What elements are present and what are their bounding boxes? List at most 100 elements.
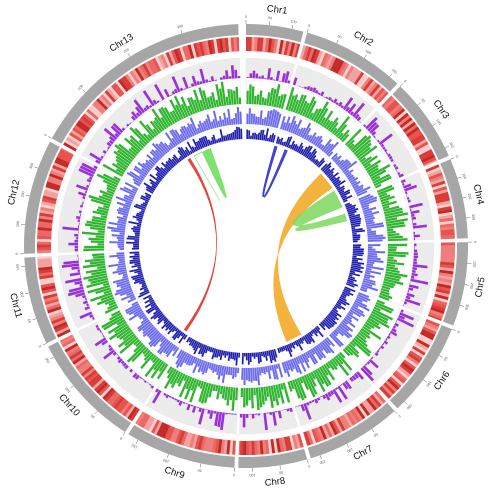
histogram-bar [169,99,182,121]
histogram-bar [169,111,178,123]
ideogram-segment-chr11[interactable] [24,257,57,344]
histogram-bar [129,170,144,181]
histogram-bar [375,138,377,141]
histogram-bar [356,371,364,380]
heatmap-bin [430,177,445,186]
histogram-bar [335,303,346,311]
ideogram-segment-chr2[interactable] [304,32,398,92]
histogram-bar [403,301,408,305]
histogram-bar [373,135,376,139]
heatmap-bin [278,39,284,55]
histogram-bar [217,138,221,143]
tick-label: 50 [279,470,284,475]
histogram-bar [169,94,173,97]
histogram-bar [215,139,219,144]
histogram-bar [205,79,209,83]
histogram-bar [357,331,367,340]
heatmap-bin [439,269,454,275]
ideogram-segment-chr5[interactable] [442,242,468,326]
histogram-bar [150,385,155,389]
histogram-bar [270,133,275,143]
histogram-bar [234,69,238,79]
histogram-bar [355,186,371,195]
histogram-bar [361,282,373,287]
histogram-bar [230,119,234,125]
histogram-bar [390,158,394,163]
ideogram-segment-chr7[interactable] [307,402,395,459]
ideogram-segment-chr13[interactable] [51,24,239,144]
histogram-bar [365,117,378,130]
histogram-bar [90,292,113,302]
heatmap-bin [310,48,318,63]
heatmap-bin [240,440,244,455]
link-chr13-chr13[interactable] [193,147,227,202]
histogram-bar [107,321,127,335]
heatmap-bin [339,62,350,77]
histogram-bar [271,364,277,380]
heatmap-bin [147,60,157,75]
histogram-bar [387,251,409,255]
histogram-bar [149,178,159,186]
histogram-bar [196,81,200,86]
histogram-bar [220,412,225,431]
histogram-bar [79,311,93,319]
heatmap-bin [48,308,63,317]
heatmap-bin [440,229,455,234]
tick-label: 50 [420,98,426,104]
ideogram-segment-chr3[interactable] [392,86,449,161]
heatmap-bin [134,67,145,81]
histogram-bar [386,224,406,229]
ideogram-segment-chr12[interactable] [23,141,60,254]
ideogram-segment-chr10[interactable] [48,341,132,433]
tick-label: 0 [38,345,42,349]
heatmap-bin [409,350,423,361]
histogram-bar [353,337,372,354]
ideogram-segment-chr1[interactable] [246,24,304,43]
ideogram-segment-chr9[interactable] [128,424,235,468]
heatmap-bin [152,57,162,72]
heatmap-bin [193,43,200,58]
ideogram-segment-chr8[interactable] [238,448,308,468]
histogram-bar [131,120,134,123]
histogram-bar [352,303,359,309]
ideogram-segment-chr6[interactable] [389,325,452,409]
tick-label: 300 [471,214,476,220]
histogram-bar [112,269,127,274]
histogram-bar [115,158,129,169]
heatmap-bin [69,132,83,143]
histogram-bar [78,222,80,225]
link-chr1-chr1[interactable] [262,145,288,198]
link-chr13-chr9[interactable] [183,158,217,332]
heatmap-bin [246,37,249,52]
histogram-bar [301,122,312,139]
heatmap-bin [389,103,402,116]
histogram-bar [352,248,365,251]
heatmap-bin [75,122,89,134]
tick-label: 100 [472,261,476,267]
heatmap-bin [129,408,140,422]
histogram-bar [113,150,132,165]
histogram-bar [243,352,246,357]
histogram-bar [306,350,317,365]
heatmap-bin [291,42,298,58]
heatmap-bin [402,359,416,371]
heatmap-bin [374,390,386,404]
histogram-bar [144,162,153,169]
histogram-bar [247,352,250,365]
link-chr3-chr4[interactable] [292,190,348,231]
histogram-bar [84,190,88,194]
ideogram-segment-chr4[interactable] [440,159,468,239]
histogram-bar [353,301,370,312]
histogram-bar [367,232,377,236]
histogram-bar [387,238,408,242]
histogram-bar [199,68,206,84]
histogram-bar [133,226,141,229]
histogram-bar [124,364,129,370]
heatmap-bin [124,404,136,419]
histogram-bar [255,134,258,140]
histogram-bar [212,110,219,128]
histogram-bar [383,280,396,287]
histogram-bar [352,251,364,255]
histogram-bar [95,324,99,329]
heatmap-bin [168,50,177,65]
